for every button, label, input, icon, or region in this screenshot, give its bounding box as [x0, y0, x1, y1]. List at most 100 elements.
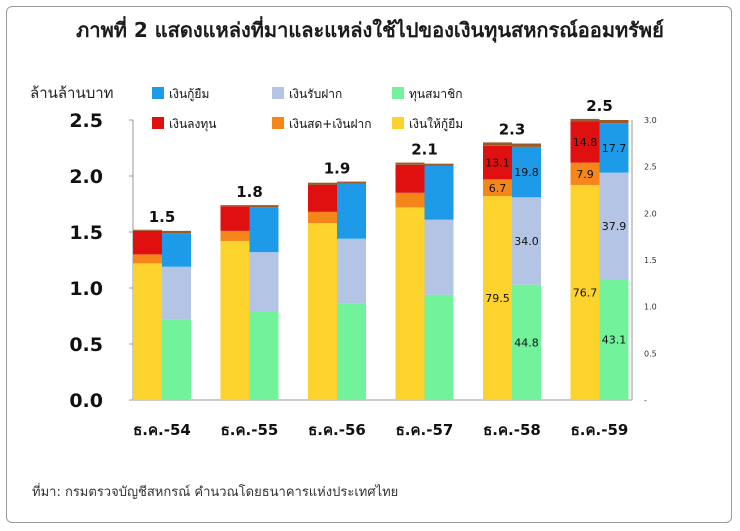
chart-title: ภาพที่ 2 แสดงแหล่งที่มาและแหล่งใช้ไปของเ…: [76, 18, 664, 42]
data-label: 37.9: [602, 220, 627, 233]
x-tick-label: ธ.ค.-57: [396, 421, 454, 439]
y-tick-label: 0.0: [69, 390, 103, 412]
uses-bar-cash-deposits: [570, 162, 600, 185]
data-label: 43.1: [602, 334, 627, 347]
sources-bar-deposits: [249, 252, 279, 312]
legend-swatch-loans-taken: [152, 87, 164, 99]
sources-bar-deposits: [337, 238, 366, 304]
sources-bar-other: [249, 205, 279, 208]
uses-bar-cash-deposits: [133, 254, 162, 264]
uses-bar-investment: [308, 184, 337, 212]
legend-label: ทุนสมาชิก: [409, 87, 463, 102]
legend-swatch-deposits: [272, 87, 284, 99]
sources-bar-member-shares: [337, 303, 366, 400]
data-label: 34.0: [514, 235, 539, 248]
sources-bar-member-shares: [162, 319, 191, 400]
data-label: 79.5: [485, 292, 510, 305]
y-tick-label: 1.5: [69, 222, 103, 244]
x-tick-label: ธ.ค.-59: [571, 421, 629, 439]
sources-bar-loans-taken: [424, 165, 454, 220]
y2-tick-label: -: [644, 396, 647, 405]
sources-bar-deposits: [599, 172, 629, 280]
uses-bar-loans-given: [483, 196, 512, 400]
x-tick-label: ธ.ค.-56: [308, 421, 366, 439]
sources-bar-deposits: [424, 219, 454, 295]
uses-bar-cash-deposits: [395, 192, 425, 208]
sources-bar-loans-taken: [337, 183, 366, 239]
x-tick-label: ธ.ค.-58: [483, 421, 541, 439]
uses-bar-loans-given: [133, 263, 162, 400]
y-tick-label: 2.0: [69, 166, 103, 188]
uses-bar-other: [570, 118, 600, 122]
uses-bar-other: [395, 162, 425, 165]
sources-bar-loans-taken: [249, 207, 279, 253]
total-label: 2.3: [499, 120, 526, 138]
sources-bar-loans-taken: [512, 146, 541, 198]
uses-bar-other: [133, 229, 162, 231]
legend-label: เงินรับฝาก: [289, 87, 342, 101]
legend-label: เงินลงทุน: [169, 117, 217, 132]
sources-bar-member-shares: [599, 279, 629, 400]
x-tick-label: ธ.ค.-55: [221, 421, 279, 439]
source-note: ที่มา: กรมตรวจบัญชีสหกรณ์ คำนวณโดยธนาคาร…: [32, 485, 399, 500]
legend-swatch-member-shares: [392, 87, 404, 99]
uses-bar-loans-given: [220, 240, 250, 400]
total-label: 1.8: [236, 183, 263, 201]
uses-bar-cash-deposits: [220, 230, 250, 241]
y-tick-label: 2.5: [69, 110, 103, 132]
y2-tick-label: 1.5: [644, 256, 657, 265]
sources-bar-loans-taken: [599, 123, 629, 173]
legend-swatch-loans-given: [392, 117, 404, 129]
legend-swatch-investment: [152, 117, 164, 129]
sources-bar-member-shares: [424, 294, 454, 400]
total-label: 2.1: [411, 141, 438, 159]
total-label: 2.5: [586, 97, 613, 115]
uses-bar-loans-given: [308, 223, 337, 400]
uses-bar-investment: [483, 145, 512, 180]
y2-tick-label: 2.5: [644, 163, 657, 172]
data-label: 14.8: [573, 136, 598, 149]
uses-bar-other: [308, 182, 337, 185]
sources-bar-other: [337, 181, 366, 184]
sources-bar-member-shares: [249, 311, 279, 400]
sources-bar-deposits: [512, 197, 541, 285]
uses-bar-other: [483, 142, 512, 146]
sources-bar-other: [424, 163, 454, 166]
y2-tick-label: 2.0: [644, 209, 657, 218]
sources-bar-deposits: [162, 266, 191, 320]
y2-tick-label: 1.0: [644, 303, 657, 312]
uses-bar-other: [220, 205, 250, 207]
uses-bar-loans-given: [570, 184, 600, 400]
y-tick-label: 1.0: [69, 278, 103, 300]
data-label: 76.7: [573, 286, 598, 299]
uses-bar-cash-deposits: [483, 179, 512, 197]
data-label: 6.7: [489, 182, 507, 195]
uses-bar-investment: [395, 164, 425, 193]
legend-label: เงินให้กู้ยืม: [409, 117, 463, 132]
data-label: 17.7: [602, 142, 627, 155]
data-label: 44.8: [514, 336, 539, 349]
sources-bar-other: [512, 143, 541, 147]
y2-tick-label: 3.0: [644, 116, 657, 125]
total-label: 1.5: [149, 208, 176, 226]
data-label: 19.8: [514, 166, 539, 179]
data-label: 7.9: [576, 168, 594, 181]
uses-bar-investment: [220, 206, 250, 231]
legend-label: เงินสด+เงินฝาก: [289, 117, 372, 131]
legend-swatch-cash-deposits: [272, 117, 284, 129]
total-label: 1.9: [324, 160, 351, 178]
y-axis-label: ล้านล้านบาท: [30, 84, 114, 102]
legend-label: เงินกู้ยืม: [169, 87, 209, 102]
uses-bar-loans-given: [395, 207, 425, 400]
sources-bar-other: [162, 230, 191, 234]
sources-bar-other: [599, 120, 629, 124]
sources-bar-member-shares: [512, 284, 541, 400]
uses-bar-cash-deposits: [308, 211, 337, 224]
x-tick-label: ธ.ค.-54: [133, 421, 191, 439]
y-tick-label: 0.5: [69, 334, 103, 356]
sources-bar-loans-taken: [162, 233, 191, 267]
y2-tick-label: 0.5: [644, 349, 657, 358]
uses-bar-investment: [570, 121, 600, 163]
uses-bar-investment: [133, 230, 162, 255]
